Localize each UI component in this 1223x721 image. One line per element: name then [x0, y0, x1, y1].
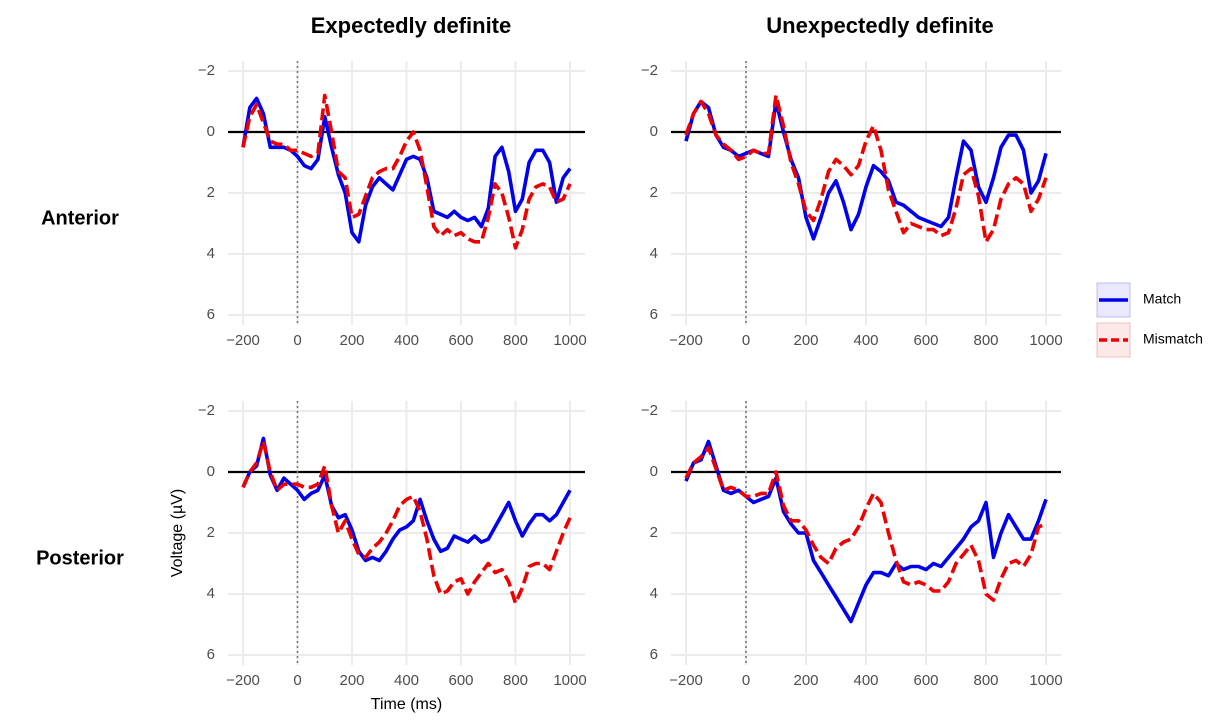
x-tick-label: 200 [339, 332, 364, 349]
x-axis-label: Time (ms) [371, 696, 442, 713]
legend-label: Mismatch [1143, 331, 1203, 347]
series-line [684, 99, 1048, 241]
series-line [241, 439, 572, 605]
x-tick-label: 600 [448, 672, 473, 689]
x-tick-label: 800 [503, 672, 528, 689]
x-tick-label: 200 [793, 332, 818, 349]
x-tick-label: 1000 [1029, 672, 1062, 689]
x-tick-label: 400 [394, 672, 419, 689]
series-line [684, 445, 1047, 602]
y-tick-label: 2 [650, 524, 658, 541]
x-tick-label: 400 [394, 332, 419, 349]
y-tick-label: 6 [650, 646, 658, 663]
x-tick-label: 600 [448, 332, 473, 349]
x-tick-label: 0 [293, 332, 301, 349]
x-tick-label: −200 [226, 332, 260, 349]
x-tick-label: 200 [793, 672, 818, 689]
x-tick-label: 0 [742, 672, 750, 689]
series-line [241, 436, 572, 563]
x-tick-label: 400 [853, 672, 878, 689]
x-tick-label: 800 [973, 672, 998, 689]
column-title: Expectedly definite [311, 13, 512, 38]
x-tick-label: 1000 [553, 332, 586, 349]
y-tick-label: −2 [198, 402, 215, 419]
y-tick-label: 4 [650, 245, 658, 262]
legend-label: Match [1143, 291, 1181, 307]
x-tick-label: 600 [913, 332, 938, 349]
panel: −2 0 2 4 6 −200 0 200 400 600 800 1000 [198, 401, 587, 689]
panel: −2 0 2 4 6 −200 0 200 400 600 800 1000 [198, 61, 587, 349]
y-tick-label: 2 [650, 184, 658, 201]
x-tick-label: 1000 [1029, 332, 1062, 349]
y-tick-label: 4 [650, 585, 658, 602]
x-tick-label: 1000 [553, 672, 586, 689]
x-tick-label: 0 [742, 332, 750, 349]
x-tick-label: 400 [853, 332, 878, 349]
y-tick-label: 0 [650, 463, 658, 480]
y-tick-label: 2 [207, 524, 215, 541]
x-tick-label: 800 [503, 332, 528, 349]
x-tick-label: 600 [913, 672, 938, 689]
y-tick-label: 4 [207, 245, 215, 262]
row-label: Anterior [41, 207, 119, 229]
y-tick-label: 6 [650, 306, 658, 323]
y-tick-label: −2 [641, 402, 658, 419]
y-tick-label: 4 [207, 585, 215, 602]
series-line [241, 96, 572, 244]
y-axis-label: Voltage (µV) [169, 489, 186, 577]
y-tick-label: −2 [198, 62, 215, 79]
x-tick-label: −200 [226, 672, 260, 689]
panel: −2 0 2 4 6 −200 0 200 400 600 800 1000 [641, 61, 1063, 349]
x-tick-label: 0 [293, 672, 301, 689]
x-tick-label: −200 [669, 332, 703, 349]
x-tick-label: 800 [973, 332, 998, 349]
y-tick-label: 0 [207, 123, 215, 140]
y-tick-label: 0 [207, 463, 215, 480]
series-line [241, 93, 572, 250]
x-tick-label: 200 [339, 672, 364, 689]
y-tick-label: 6 [207, 306, 215, 323]
panel: −2 0 2 4 6 −200 0 200 400 600 800 1000 [641, 401, 1063, 689]
y-tick-label: 0 [650, 123, 658, 140]
y-tick-label: 2 [207, 184, 215, 201]
column-title: Unexpectedly definite [766, 13, 993, 38]
row-label: Posterior [36, 547, 124, 569]
y-tick-label: 6 [207, 646, 215, 663]
x-tick-label: −200 [669, 672, 703, 689]
y-tick-label: −2 [641, 62, 658, 79]
